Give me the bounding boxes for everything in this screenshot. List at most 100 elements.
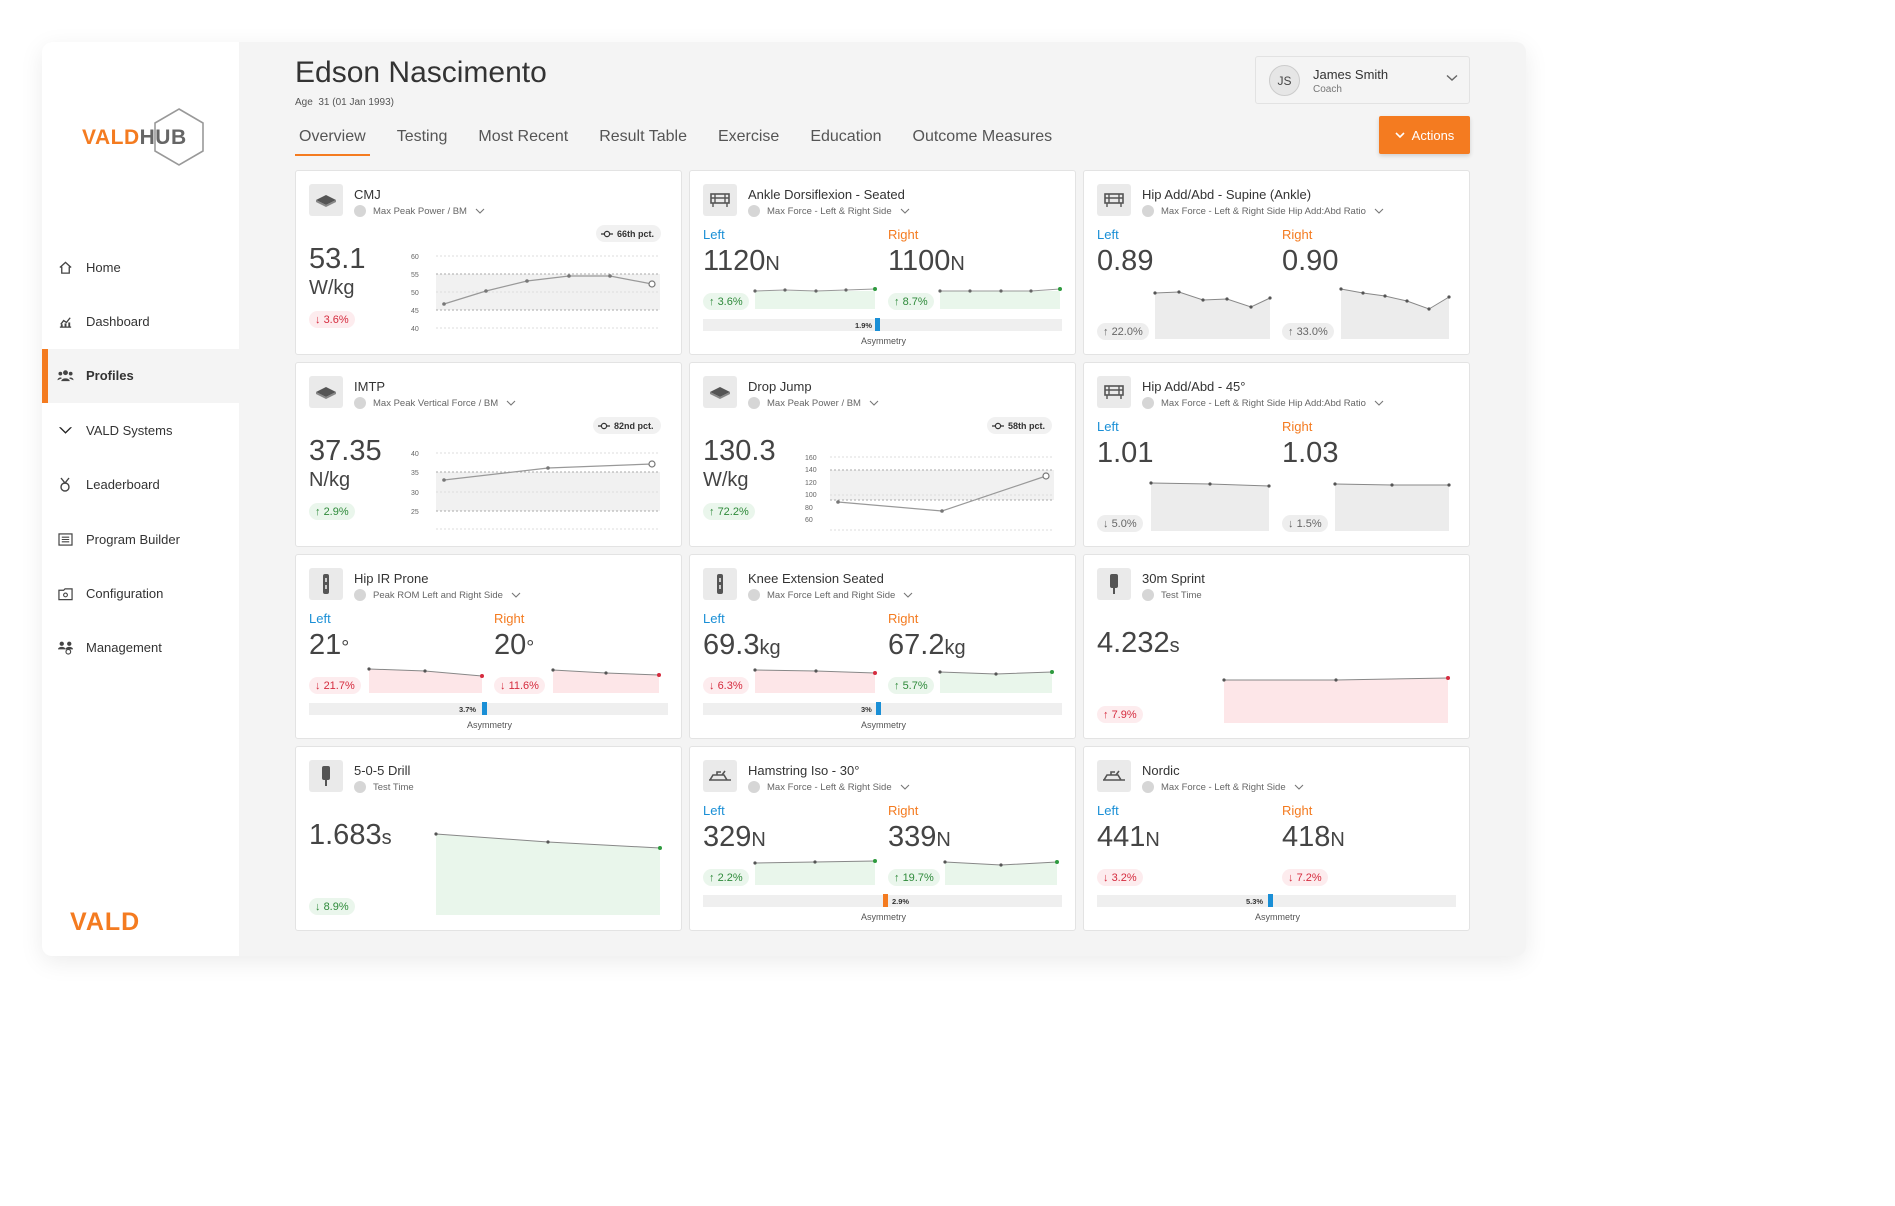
metric-value-number: 1.683 [309,819,382,851]
sidebar-item-management[interactable]: Management [42,621,239,675]
metric-selector[interactable]: Max Force - Left & Right Side Hip Add:Ab… [1142,397,1384,409]
right-value-number: 339 [888,821,937,853]
card-cmj[interactable]: CMJ Max Peak Power / BM 66th pct. 53.1 W… [295,170,682,355]
tab-education[interactable]: Education [810,128,882,145]
percentile-text: 58th pct. [1008,420,1046,431]
left-change-badge: ↑ 22.0% [1097,323,1149,340]
sidebar-item-profiles[interactable]: Profiles [42,348,239,404]
left-trend-chart [753,668,877,693]
actions-button[interactable]: Actions [1379,116,1470,154]
metric-selector[interactable]: Max Force - Left & Right Side [748,781,910,793]
metric-value-unit: s [381,827,392,849]
card-hamstring-iso[interactable]: Hamstring Iso - 30° Max Force - Left & R… [689,746,1076,931]
card-hip-ir-prone[interactable]: Hip IR Prone Peak ROM Left and Right Sid… [295,554,682,739]
sidebar-item-home[interactable]: Home [42,240,239,294]
metric-dot-icon [748,589,760,601]
sidebar-item-program-builder[interactable]: Program Builder [42,512,239,566]
arrow-up-icon: ↑ [894,871,903,884]
card-hip-add-abd-supine[interactable]: Hip Add/Abd - Supine (Ankle) Max Force -… [1083,170,1470,355]
tab-outcome-measures[interactable]: Outcome Measures [912,128,1053,145]
asymmetry-marker [883,894,888,907]
trend-chart: 40 35 30 25 [411,451,660,530]
tab-testing[interactable]: Testing [396,128,448,145]
tab-exercise[interactable]: Exercise [717,128,780,145]
right-change-badge: ↑ 19.7% [888,869,940,886]
tab-overview[interactable]: Overview [295,128,370,156]
right-trend-chart [938,670,1054,693]
card-30m-sprint[interactable]: 30m Sprint Test Time 4.232s ↑ 7.9% [1083,554,1470,739]
change-value: 3.2% [1111,871,1137,884]
metric-selector[interactable]: Max Peak Vertical Force / BM [354,397,516,409]
card-title: 5-0-5 Drill [354,763,411,778]
change-value: 11.6% [508,679,539,692]
card-title: 30m Sprint [1142,571,1205,586]
left-value-unit: ° [341,637,350,659]
right-value-unit: kg [944,637,966,659]
change-value: 2.2% [717,871,743,884]
valdhub-logo[interactable]: VALDHUB [82,106,204,166]
card-imtp[interactable]: IMTP Max Peak Vertical Force / BM 82nd p… [295,362,682,547]
groundbar-icon [703,568,737,600]
asymmetry-bar [703,319,1062,331]
y-tick-label: 40 [411,326,419,333]
card-drop-jump[interactable]: Drop Jump Max Peak Power / BM 58th pct. … [689,362,1076,547]
right-value-number: 1100 [888,245,951,277]
metric-label: Max Force - Left & Right Side [767,205,892,217]
card-title: Hamstring Iso - 30° [748,763,860,778]
right-value-unit: ° [526,637,535,659]
card-hip-add-abd-45[interactable]: Hip Add/Abd - 45° Max Force - Left & Rig… [1083,362,1470,547]
asymmetry-percent: 3% [861,705,872,714]
right-value-number: 67.2 [888,629,945,661]
asymmetry-bar [309,703,668,715]
change-badge: ↓ 8.9% [309,898,355,915]
change-value: 8.9% [323,900,349,913]
tab-result-table[interactable]: Result Table [599,128,687,145]
arrow-down-icon: ↓ [1103,871,1112,884]
left-value-unit: N [1145,829,1160,851]
metric-label: Max Peak Vertical Force / BM [373,397,499,409]
left-side-label: Left [1097,803,1119,818]
sidebar-item-vald-systems[interactable]: VALD Systems [42,403,239,457]
right-value: 339N [888,821,951,854]
right-change-badge: ↓ 1.5% [1282,515,1328,532]
user-menu[interactable]: JS James Smith Coach [1255,56,1470,104]
smartspeed-icon [309,760,343,792]
metric-label: Test Time [373,781,414,793]
metric-selector[interactable]: Max Force - Left & Right Side [748,205,910,217]
metric-value: 4.232s [1097,627,1180,660]
card-knee-extension-seated[interactable]: Knee Extension Seated Max Force Left and… [689,554,1076,739]
right-side-label: Right [888,227,919,242]
metric-selector[interactable]: Max Peak Power / BM [354,205,485,217]
metric-label: Max Force - Left & Right Side [767,781,892,793]
sidebar-item-leaderboard[interactable]: Leaderboard [42,458,239,512]
change-value: 5.0% [1111,517,1137,530]
metric-selector[interactable]: Max Force - Left & Right Side Hip Add:Ab… [1142,205,1384,217]
dynamo-icon [703,184,737,216]
metric-unit: W/kg [703,469,749,491]
y-tick-label: 30 [411,490,419,497]
card-nordic[interactable]: Nordic Max Force - Left & Right Side Lef… [1083,746,1470,931]
left-value: 21° [309,629,349,662]
y-tick-label: 50 [411,290,419,297]
left-value: 441N [1097,821,1160,854]
left-change-badge: ↓ 21.7% [309,677,361,694]
left-change-badge: ↓ 3.2% [1097,869,1143,886]
arrow-up-icon: ↑ [1288,325,1297,338]
metric-selector[interactable]: Max Force - Left & Right Side [1142,781,1304,793]
metric-selector[interactable]: Max Force Left and Right Side [748,589,913,601]
asymmetry-label: Asymmetry [861,720,906,730]
sidebar-item-label: Home [86,259,121,275]
metric-selector[interactable]: Max Peak Power / BM [748,397,879,409]
metric-selector[interactable]: Peak ROM Left and Right Side [354,589,521,601]
sidebar-item-configuration[interactable]: Configuration [42,566,239,620]
actions-label: Actions [1411,127,1455,143]
left-value-number: 329 [703,821,752,853]
tab-most-recent[interactable]: Most Recent [478,128,569,145]
metric-dot-icon [354,397,366,409]
percentile-badge: 58th pct. [987,417,1053,434]
dynamo-icon [1097,376,1131,408]
card-ankle-dorsiflexion[interactable]: Ankle Dorsiflexion - Seated Max Force - … [689,170,1076,355]
sidebar-item-label: Management [86,640,162,656]
sidebar-item-dashboard[interactable]: Dashboard [42,294,239,348]
card-505-drill[interactable]: 5-0-5 Drill Test Time 1.683s ↓ 8.9% [295,746,682,931]
